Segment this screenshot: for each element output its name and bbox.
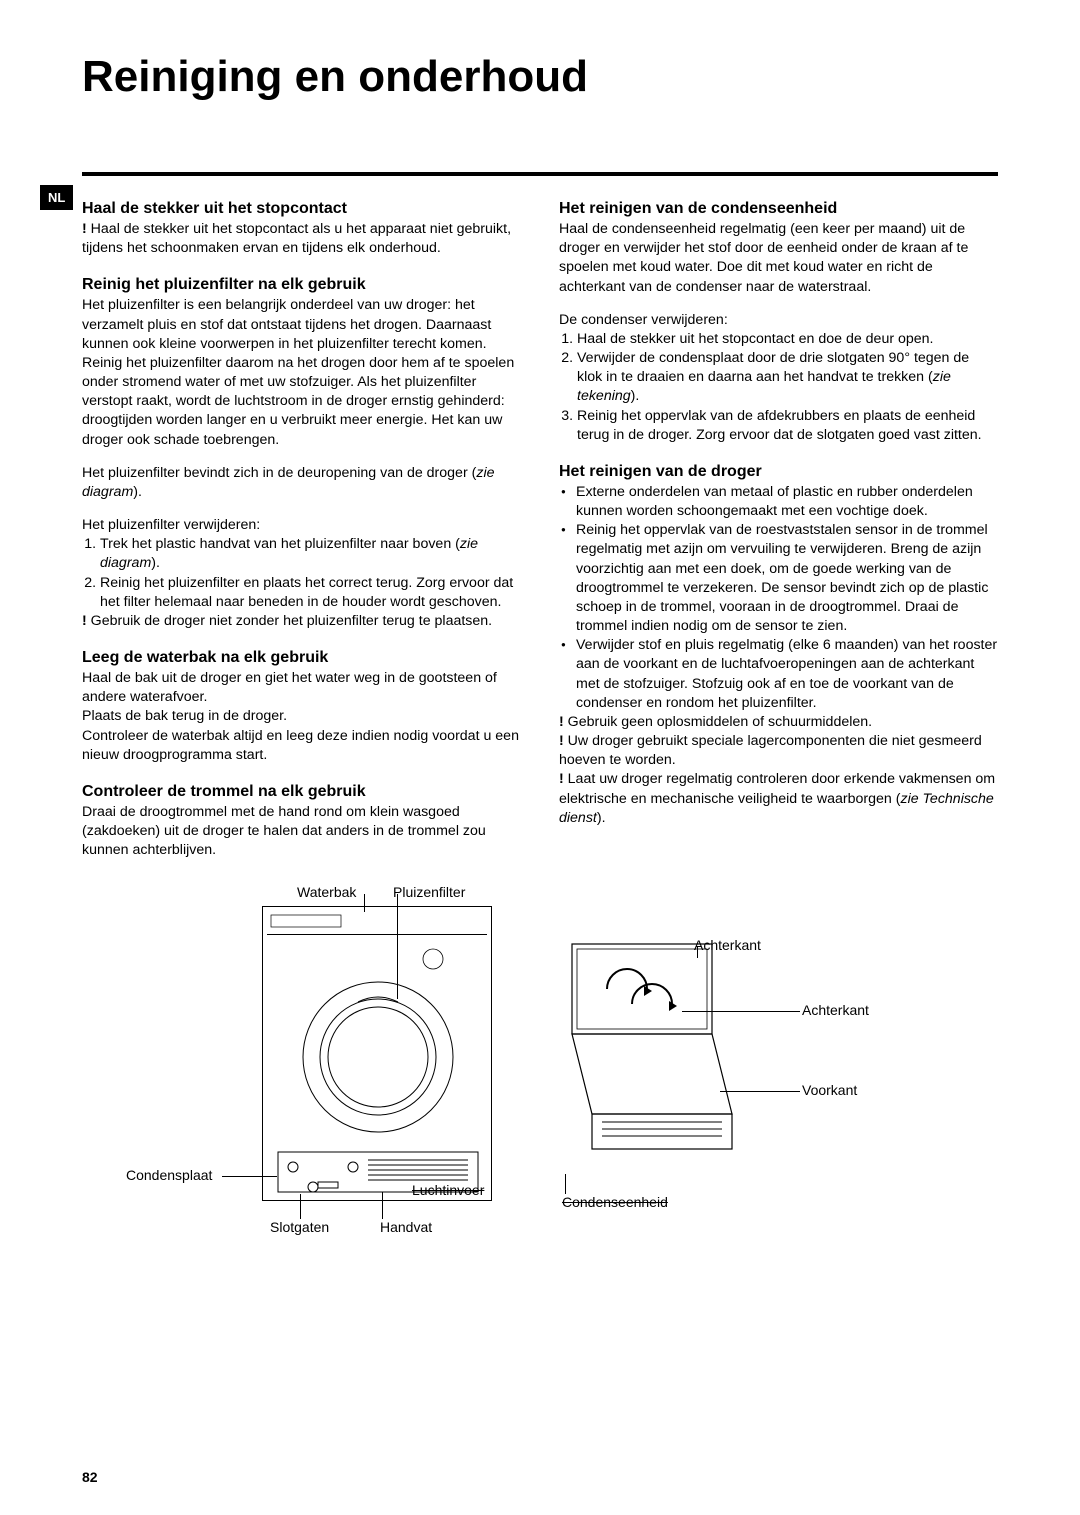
text: Gebruik de droger niet zonder het pluize…: [91, 613, 492, 629]
filter-steps: Trek het plastic handvat van het pluizen…: [82, 535, 521, 612]
language-tag: NL: [40, 185, 73, 210]
text: Gebruik geen oplosmiddelen of schuurmidd…: [568, 714, 872, 730]
text-filter-remove: Het pluizenfilter verwijderen:: [82, 516, 521, 535]
text-condenser-remove: De condenser verwijderen:: [559, 311, 998, 330]
warning-mark: !: [559, 714, 568, 730]
text: ).: [631, 388, 640, 404]
text: ).: [597, 810, 606, 826]
label-slotgaten: Slotgaten: [270, 1219, 329, 1235]
left-column: Haal de stekker uit het stopcontact ! Ha…: [82, 200, 521, 860]
text: ).: [151, 555, 160, 571]
label-voorkant: Voorkant: [802, 1082, 857, 1098]
text-filter-location: Het pluizenfilter bevindt zich in de deu…: [82, 464, 521, 502]
text: Controleer de waterbak altijd en leeg de…: [82, 727, 521, 765]
label-luchtinvoer: Luchtinvoer: [412, 1182, 484, 1198]
warning-filter: ! Gebruik de droger niet zonder het plui…: [82, 612, 521, 631]
text-drum: Draai de droogtrommel met de hand rond o…: [82, 803, 521, 861]
heading-filter: Reinig het pluizenfilter na elk gebruik: [82, 276, 521, 294]
warning-mark: !: [559, 733, 568, 749]
dryer-outline: [262, 906, 492, 1201]
diagram: Waterbak Pluizenfilter Achterkant Achter…: [82, 884, 998, 1254]
label-achterkant2: Achterkant: [802, 1002, 869, 1018]
page-number: 82: [82, 1469, 98, 1485]
warning-bearings: ! Uw droger gebruikt speciale lagercompo…: [559, 732, 998, 770]
right-column: Het reinigen van de condenseenheid Haal …: [559, 200, 998, 860]
label-pluizenfilter: Pluizenfilter: [393, 884, 465, 900]
label-waterbak: Waterbak: [297, 884, 356, 900]
list-item: Trek het plastic handvat van het pluizen…: [100, 535, 521, 573]
warning-mark: !: [82, 613, 91, 629]
warning-service: ! Laat uw droger regelmatig controleren …: [559, 770, 998, 828]
text: Haal de bak uit de droger en giet het wa…: [82, 669, 521, 707]
clean-dryer-list: Externe onderdelen van metaal of plastic…: [559, 483, 998, 713]
warning-mark: !: [82, 221, 91, 237]
text-unplug: ! Haal de stekker uit het stopcontact al…: [82, 220, 521, 258]
condenser-svg: [552, 934, 762, 1164]
label-condensplaat: Condensplaat: [126, 1167, 212, 1183]
list-item: Verwijder stof en pluis regelmatig (elke…: [559, 636, 998, 713]
warning-mark: !: [559, 771, 568, 787]
condenser-steps: Haal de stekker uit het stopcontact en d…: [559, 330, 998, 445]
text: Verwijder de condensplaat door de drie s…: [577, 350, 969, 385]
heading-condenser: Het reinigen van de condenseenheid: [559, 200, 998, 218]
label-achterkant1: Achterkant: [694, 937, 761, 953]
text: Trek het plastic handvat van het pluizen…: [100, 536, 460, 552]
divider: [82, 172, 998, 176]
text: Uw droger gebruikt speciale lagercompone…: [559, 733, 982, 768]
text-water: Haal de bak uit de droger en giet het wa…: [82, 669, 521, 765]
text-condenser: Haal de condenseenheid regelmatig (een k…: [559, 220, 998, 297]
list-item: Externe onderdelen van metaal of plastic…: [559, 483, 998, 521]
warning-solvents: ! Gebruik geen oplosmiddelen of schuurmi…: [559, 713, 998, 732]
text: Haal de stekker uit het stopcontact als …: [82, 221, 511, 256]
heading-drum: Controleer de trommel na elk gebruik: [82, 783, 521, 801]
label-handvat: Handvat: [380, 1219, 432, 1235]
dryer-svg: [263, 907, 493, 1202]
content-columns: Haal de stekker uit het stopcontact ! Ha…: [82, 200, 998, 860]
text: Het pluizenfilter bevindt zich in de deu…: [82, 465, 476, 481]
label-condenseenheid: Condenseenheid: [562, 1194, 668, 1210]
heading-water: Leeg de waterbak na elk gebruik: [82, 649, 521, 667]
heading-clean-dryer: Het reinigen van de droger: [559, 463, 998, 481]
text-filter: Het pluizenfilter is een belangrijk onde…: [82, 296, 521, 449]
text: Plaats de bak terug in de droger.: [82, 707, 521, 726]
list-item: Verwijder de condensplaat door de drie s…: [577, 349, 998, 407]
list-item: Reinig het oppervlak van de roestvaststa…: [559, 521, 998, 636]
list-item: Haal de stekker uit het stopcontact en d…: [577, 330, 998, 349]
text: ).: [133, 484, 142, 500]
list-item: Reinig het pluizenfilter en plaats het c…: [100, 574, 521, 612]
page-title: Reiniging en onderhoud: [82, 52, 998, 102]
heading-unplug: Haal de stekker uit het stopcontact: [82, 200, 521, 218]
list-item: Reinig het oppervlak van de afdekrubbers…: [577, 407, 998, 445]
